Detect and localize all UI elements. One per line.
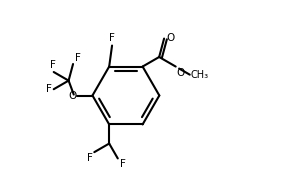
Text: O: O	[68, 91, 76, 100]
Text: F: F	[75, 53, 81, 63]
Text: O: O	[177, 68, 185, 78]
Text: CH₃: CH₃	[191, 70, 209, 80]
Text: F: F	[109, 33, 115, 43]
Text: F: F	[86, 153, 93, 163]
Text: F: F	[46, 84, 52, 94]
Text: F: F	[50, 60, 56, 70]
Text: F: F	[120, 159, 126, 169]
Text: O: O	[166, 33, 174, 43]
